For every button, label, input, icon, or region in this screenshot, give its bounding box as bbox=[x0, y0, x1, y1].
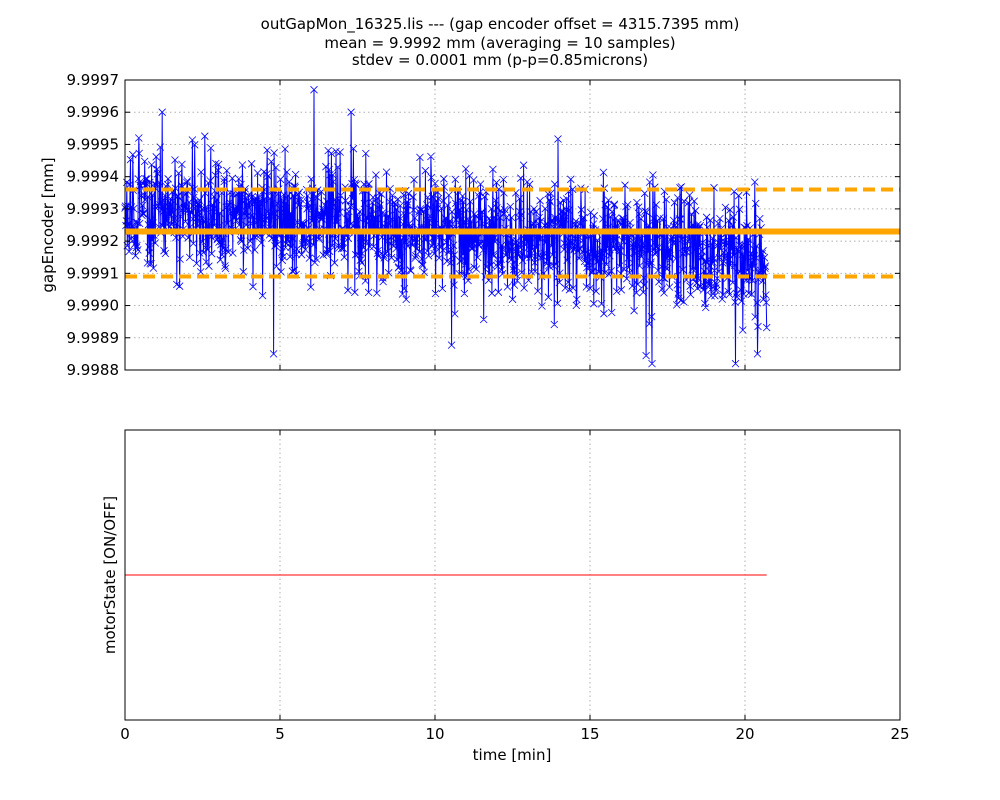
top-y-tick-label: 9.9988 bbox=[67, 361, 120, 379]
top-y-tick-label: 9.9989 bbox=[67, 329, 120, 347]
bottom-x-tick-label: 20 bbox=[735, 725, 754, 743]
bottom-x-tick-label: 25 bbox=[890, 725, 909, 743]
motor-state-ticks: 0 5 10 15 20 25 bbox=[120, 430, 910, 743]
bottom-x-tick-label: 0 bbox=[120, 725, 130, 743]
bottom-x-tick-label: 15 bbox=[580, 725, 599, 743]
top-y-tick-label: 9.9990 bbox=[67, 297, 120, 315]
bottom-x-tick-label: 5 bbox=[275, 725, 285, 743]
top-y-tick-label: 9.9995 bbox=[67, 135, 120, 153]
chart-title: outGapMon_16325.lis --- (gap encoder off… bbox=[261, 15, 740, 69]
top-y-tick-label: 9.9993 bbox=[67, 200, 120, 218]
top-y-tick-label: 9.9996 bbox=[67, 103, 120, 121]
top-y-tick-label: 9.9994 bbox=[67, 168, 120, 186]
title-line-2: mean = 9.9992 mm (averaging = 10 samples… bbox=[324, 34, 675, 52]
motor-state-plot: 0 5 10 15 20 25 motorState [ON/OFF] time [min… bbox=[101, 429, 910, 764]
gap-encoder-ticks: 9.9988 9.9989 9.9990 9.9991 9.9992 9.9993 9.99… bbox=[67, 71, 901, 379]
gap-encoder-plot: 9.9988 9.9989 9.9990 9.9991 9.9992 9.9993 9.99… bbox=[39, 71, 901, 379]
gap-encoder-plot-frame bbox=[124, 79, 901, 371]
top-y-tick-label: 9.9992 bbox=[67, 232, 120, 250]
time-xlabel: time [min] bbox=[473, 746, 552, 764]
top-y-tick-label: 9.9991 bbox=[67, 264, 120, 282]
title-line-1: outGapMon_16325.lis --- (gap encoder off… bbox=[261, 15, 740, 34]
title-line-3: stdev = 0.0001 mm (p-p=0.85microns) bbox=[352, 51, 648, 69]
bottom-x-tick-label: 10 bbox=[425, 725, 444, 743]
motor-state-plot-frame bbox=[124, 429, 901, 721]
top-y-tick-label: 9.9997 bbox=[67, 71, 120, 89]
gap-encoder-reference-lines bbox=[125, 187, 900, 279]
motor-state-ylabel: motorState [ON/OFF] bbox=[101, 496, 119, 654]
gap-encoder-ylabel: gapEncoder [mm] bbox=[39, 157, 57, 292]
